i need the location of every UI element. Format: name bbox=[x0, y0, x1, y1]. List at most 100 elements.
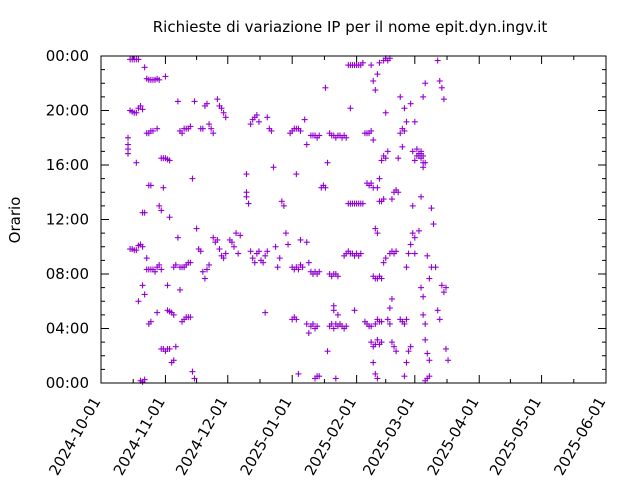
data-point bbox=[174, 234, 181, 241]
data-point bbox=[179, 130, 186, 137]
data-point bbox=[378, 275, 385, 282]
data-point bbox=[422, 80, 429, 87]
data-point bbox=[411, 250, 418, 257]
data-point bbox=[303, 239, 310, 246]
data-point bbox=[199, 268, 206, 275]
data-point bbox=[237, 232, 244, 239]
data-point bbox=[384, 316, 391, 323]
data-point bbox=[233, 230, 240, 237]
data-point bbox=[322, 84, 329, 91]
data-point bbox=[420, 293, 427, 300]
data-point bbox=[343, 323, 350, 330]
data-point bbox=[370, 77, 377, 84]
data-point bbox=[297, 127, 304, 134]
data-point bbox=[299, 264, 306, 271]
data-point bbox=[418, 193, 425, 200]
data-point bbox=[316, 268, 323, 275]
data-point bbox=[143, 255, 150, 262]
data-point bbox=[203, 266, 210, 273]
data-point bbox=[391, 343, 398, 350]
data-point bbox=[440, 96, 447, 103]
data-point bbox=[374, 184, 381, 191]
data-point bbox=[293, 316, 300, 323]
data-point bbox=[147, 182, 154, 189]
data-point bbox=[376, 59, 383, 66]
y-tick-labels: 00:00 04:00 08:00 12:00 16:00 20:00 00:00 bbox=[46, 47, 89, 392]
data-point bbox=[420, 311, 427, 318]
data-point bbox=[372, 225, 379, 232]
data-point bbox=[235, 250, 242, 257]
data-point bbox=[162, 73, 169, 80]
data-point bbox=[374, 336, 381, 343]
data-point bbox=[324, 159, 331, 166]
data-point bbox=[382, 109, 389, 116]
data-point bbox=[324, 348, 331, 355]
data-point bbox=[276, 255, 283, 262]
data-point bbox=[436, 316, 443, 323]
data-point bbox=[139, 282, 146, 289]
data-point bbox=[164, 282, 171, 289]
data-point bbox=[440, 289, 447, 296]
data-point bbox=[380, 196, 387, 203]
data-point bbox=[264, 248, 271, 255]
data-point bbox=[253, 112, 260, 119]
data-point bbox=[372, 370, 379, 377]
data-point bbox=[378, 339, 385, 346]
y-tick-label: 20:00 bbox=[46, 102, 89, 120]
data-point bbox=[282, 230, 289, 237]
data-point bbox=[247, 121, 254, 128]
x-tick-label: 2025-01-01 bbox=[236, 394, 295, 479]
data-point bbox=[374, 375, 381, 382]
data-point bbox=[368, 180, 375, 187]
data-point bbox=[438, 84, 445, 91]
data-point bbox=[137, 102, 144, 109]
data-point bbox=[208, 125, 215, 132]
data-point bbox=[222, 250, 229, 257]
data-point bbox=[141, 291, 148, 298]
data-point bbox=[285, 241, 292, 248]
data-point bbox=[368, 62, 375, 69]
data-point bbox=[247, 248, 254, 255]
data-point bbox=[372, 87, 379, 94]
data-point bbox=[295, 266, 302, 273]
data-point bbox=[176, 286, 183, 293]
x-tick-label: 2025-04-01 bbox=[424, 394, 483, 479]
x-tick-label: 2025-03-01 bbox=[359, 394, 418, 479]
data-point bbox=[420, 93, 427, 100]
data-point bbox=[139, 106, 146, 113]
data-point bbox=[397, 130, 404, 137]
data-point bbox=[141, 209, 148, 216]
data-point bbox=[430, 221, 437, 228]
y-tick-label: 16:00 bbox=[46, 156, 89, 174]
data-point bbox=[218, 105, 225, 112]
data-point bbox=[199, 125, 206, 132]
data-point bbox=[401, 320, 408, 327]
data-point bbox=[274, 264, 281, 271]
data-point bbox=[305, 259, 312, 266]
data-point bbox=[407, 100, 414, 107]
data-point bbox=[280, 202, 287, 209]
data-point bbox=[382, 155, 389, 162]
data-point bbox=[422, 159, 429, 166]
data-point bbox=[309, 320, 316, 327]
data-point bbox=[368, 323, 375, 330]
data-point bbox=[442, 345, 449, 352]
data-point bbox=[370, 359, 377, 366]
data-point bbox=[133, 159, 140, 166]
data-point bbox=[251, 259, 258, 266]
data-point bbox=[172, 343, 179, 350]
data-point bbox=[125, 134, 132, 141]
data-point bbox=[255, 248, 262, 255]
data-point bbox=[160, 184, 167, 191]
data-point bbox=[397, 93, 404, 100]
data-point bbox=[426, 373, 433, 380]
axis-ticks bbox=[100, 55, 607, 384]
x-tick-label: 2025-06-01 bbox=[550, 394, 609, 479]
data-point bbox=[214, 236, 221, 243]
data-point bbox=[216, 246, 223, 253]
data-point bbox=[220, 109, 227, 116]
data-point bbox=[270, 164, 277, 171]
data-point bbox=[243, 171, 250, 178]
data-point bbox=[193, 225, 200, 232]
data-point bbox=[403, 359, 410, 366]
